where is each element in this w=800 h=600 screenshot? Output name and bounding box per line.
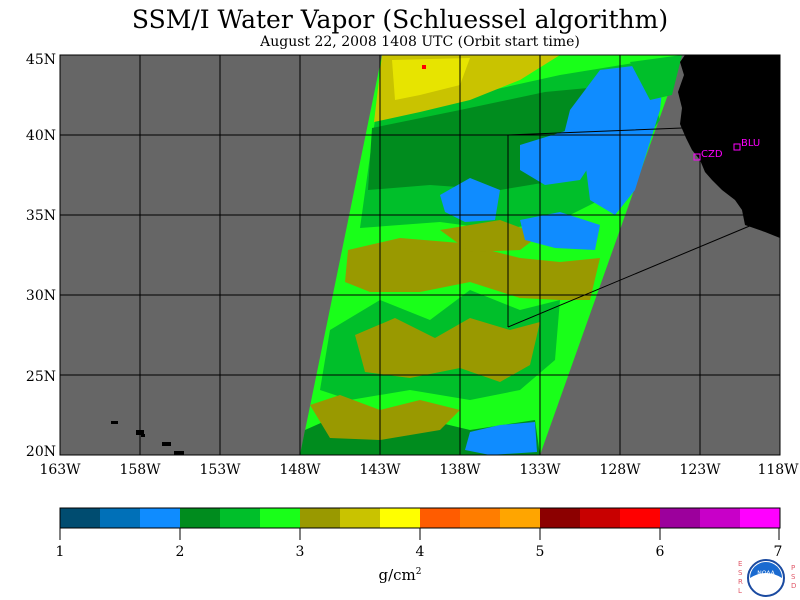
unit-text: g/cm bbox=[378, 566, 416, 584]
analysis-box-lines bbox=[507, 127, 753, 328]
colorbar-unit-label: g/cm2 bbox=[370, 566, 430, 584]
lon-label-118w: 118W bbox=[757, 462, 799, 478]
lon-label-163w: 163W bbox=[39, 462, 81, 478]
open-square-icon bbox=[693, 153, 701, 161]
colorbar-tick-6: 6 bbox=[656, 544, 665, 560]
colorbar-swatch bbox=[300, 508, 341, 528]
colorbar-tick-1: 1 bbox=[56, 544, 65, 560]
lat-label-25n: 25N bbox=[26, 369, 56, 385]
station-czd: CZD bbox=[693, 149, 723, 161]
map-subtitle: August 22, 2008 1408 UTC (Orbit start ti… bbox=[260, 34, 580, 50]
colorbar-tick-labels: 1 2 3 4 5 6 7 bbox=[56, 544, 783, 560]
lon-label-123w: 123W bbox=[679, 462, 721, 478]
grid-lines bbox=[60, 55, 780, 455]
map-frame bbox=[59, 54, 781, 456]
lon-label-138w: 138W bbox=[439, 462, 481, 478]
colorbar-swatch bbox=[580, 508, 621, 528]
lat-label-40n: 40N bbox=[26, 128, 56, 144]
colorbar-tick-5: 5 bbox=[536, 544, 545, 560]
lon-label-158w: 158W bbox=[119, 462, 161, 478]
noaa-text: NOAA bbox=[757, 570, 775, 577]
colorbar-swatch bbox=[540, 508, 581, 528]
colorbar-swatch bbox=[420, 508, 461, 528]
lon-label-143w: 143W bbox=[359, 462, 401, 478]
unit-superscript: 2 bbox=[415, 567, 422, 577]
land-north-america bbox=[678, 55, 780, 238]
colorbar-swatch bbox=[340, 508, 381, 528]
esrl-letter-1: E bbox=[738, 560, 742, 568]
colorbar-swatch bbox=[380, 508, 421, 528]
lat-axis-labels: 45N 40N 35N 30N 25N 20N bbox=[26, 52, 56, 460]
colorbar-tick-3: 3 bbox=[296, 544, 305, 560]
station-label-czd: CZD bbox=[701, 149, 723, 160]
colorbar-swatch bbox=[460, 508, 501, 528]
colorbar-swatch bbox=[100, 508, 141, 528]
lon-label-153w: 153W bbox=[199, 462, 241, 478]
colorbar-tick-2: 2 bbox=[176, 544, 185, 560]
lat-label-20n: 20N bbox=[26, 444, 56, 460]
colorbar-swatch bbox=[180, 508, 221, 528]
colorbar-swatch bbox=[140, 508, 181, 528]
lon-axis-labels: 163W 158W 153W 148W 143W 138W 133W 128W … bbox=[39, 462, 799, 478]
colorbar-swatch bbox=[500, 508, 541, 528]
colorbar-swatch bbox=[220, 508, 261, 528]
lat-label-35n: 35N bbox=[26, 208, 56, 224]
colorbar-swatch bbox=[660, 508, 701, 528]
colorbar-swatch bbox=[60, 508, 101, 528]
esrl-letter-2: S bbox=[738, 569, 743, 577]
station-blu: BLU bbox=[733, 138, 760, 151]
esrl-letter-4: L bbox=[738, 587, 742, 595]
lat-label-30n: 30N bbox=[26, 288, 56, 304]
esrl-letter-3: R bbox=[738, 578, 743, 586]
map-title: SSM/I Water Vapor (Schluessel algorithm) bbox=[131, 5, 669, 34]
open-square-icon bbox=[733, 143, 741, 151]
lon-label-148w: 148W bbox=[279, 462, 321, 478]
psd-letter-1: P bbox=[791, 564, 795, 572]
colorbar-swatch bbox=[620, 508, 661, 528]
colorbar-swatch bbox=[740, 508, 781, 528]
psd-letter-2: S bbox=[791, 573, 796, 581]
lon-label-128w: 128W bbox=[599, 462, 641, 478]
colorbar-ticks bbox=[59, 528, 780, 540]
colorbar-tick-7: 7 bbox=[774, 544, 783, 560]
lon-label-133w: 133W bbox=[519, 462, 561, 478]
station-label-blu: BLU bbox=[741, 138, 760, 149]
colorbar bbox=[60, 508, 781, 528]
noaa-logo-icon: E S R L P S D NOAA bbox=[738, 559, 796, 597]
colorbar-swatch bbox=[700, 508, 741, 528]
lat-label-45n: 45N bbox=[26, 52, 56, 68]
colorbar-tick-4: 4 bbox=[416, 544, 425, 560]
psd-letter-3: D bbox=[791, 582, 796, 590]
colorbar-swatch bbox=[260, 508, 301, 528]
